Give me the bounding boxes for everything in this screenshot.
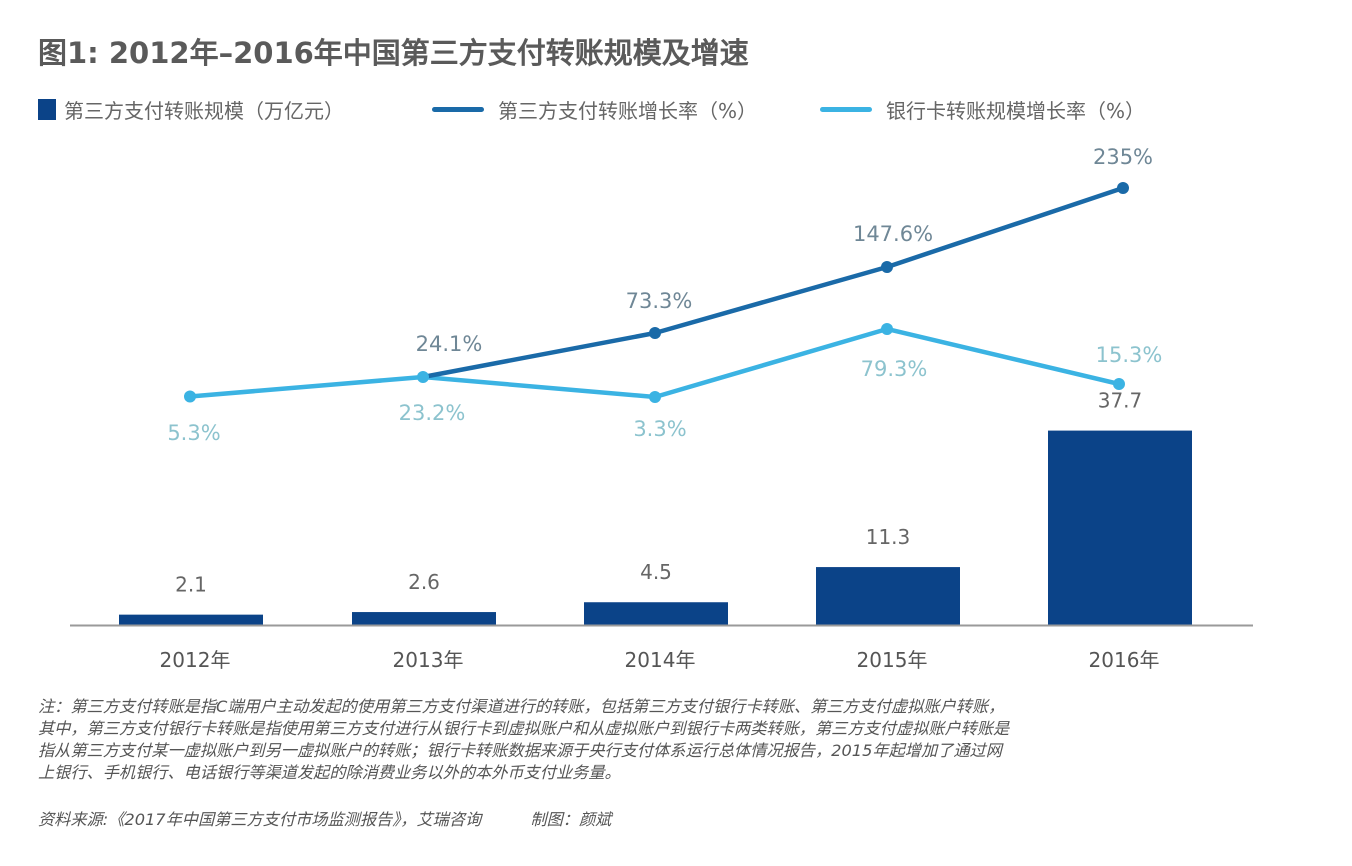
x-tick-label: 2012年 xyxy=(160,648,231,672)
bank-card-growth-label: 79.3% xyxy=(861,357,928,381)
bar-value-label: 2.6 xyxy=(408,570,440,594)
legend-label: 第三方支付转账增长率（%） xyxy=(498,98,758,123)
bank-card-growth-point xyxy=(184,390,196,403)
credit-text: 制图：颜斌 xyxy=(530,810,612,829)
legend-line-marker-icon xyxy=(820,106,872,112)
legend-item-transfer-volume: 第三方支付转账规模（万亿元） xyxy=(38,94,344,124)
bar-value-label: 2.1 xyxy=(175,573,207,597)
third-party-growth-point xyxy=(649,327,661,339)
bar-value-label: 4.5 xyxy=(640,560,672,584)
chart-notes: 注：第三方支付转账是指C端用户主动发起的使用第三方支付渠道进行的转账，包括第三方… xyxy=(38,696,1328,784)
third-party-growth-line xyxy=(422,185,1124,380)
bar xyxy=(352,612,496,626)
chart-title: 图1: 2012年–2016年中国第三方支付转账规模及增速 xyxy=(38,36,749,70)
third-party-growth-point xyxy=(881,261,893,273)
bar xyxy=(584,602,728,626)
third-party-growth-label: 24.1% xyxy=(416,332,483,356)
bank-card-growth-label: 15.3% xyxy=(1096,343,1163,367)
bank-card-growth-point xyxy=(649,391,661,403)
x-tick-label: 2014年 xyxy=(625,648,696,672)
bar xyxy=(119,614,263,626)
note-line: 其中，第三方支付银行卡转账是指使用第三方支付进行从银行卡到虚拟账户和从虚拟账户到… xyxy=(38,719,1010,738)
third-party-growth-point xyxy=(1117,182,1129,194)
legend-label: 银行卡转账规模增长率（%） xyxy=(886,98,1146,123)
legend-line-marker-icon xyxy=(432,106,484,112)
bank-card-growth-label: 5.3% xyxy=(167,421,220,445)
third-party-growth-label: 147.6% xyxy=(853,222,933,246)
bar xyxy=(816,567,960,626)
note-line: 上银行、手机银行、电话银行等渠道发起的除消费业务以外的本外币支付业务量。 xyxy=(38,763,621,782)
bar xyxy=(1048,430,1192,626)
bank-card-growth-point xyxy=(1113,378,1125,390)
legend-square-marker-icon xyxy=(38,98,56,120)
bank-card-growth-line xyxy=(189,326,1120,400)
x-tick-label: 2016年 xyxy=(1089,648,1160,672)
source-line: 资料来源:《2017年中国第三方支付市场监测报告》，艾瑞咨询 制图：颜斌 xyxy=(38,806,611,830)
x-tick-label: 2013年 xyxy=(393,648,464,672)
legend-item-third-party-growth: 第三方支付转账增长率（%） xyxy=(432,94,757,124)
bar-value-label: 11.3 xyxy=(866,525,911,549)
third-party-growth-label: 73.3% xyxy=(626,289,693,313)
legend: 第三方支付转账规模（万亿元） 第三方支付转账增长率（%） 银行卡转账规模增长率（… xyxy=(0,94,1352,124)
chart-plot-area: 2.1 2.6 4.5 11.3 37.7 2012年 2013年 2014年 2015年 201… xyxy=(70,145,1253,672)
bank-card-growth-point xyxy=(417,371,429,383)
bank-card-growth-label: 23.2% xyxy=(399,401,466,425)
note-line: 指从第三方支付某一虚拟账户到另一虚拟账户的转账；银行卡转账数据来源于央行支付体系… xyxy=(38,741,1002,760)
legend-label: 第三方支付转账规模（万亿元） xyxy=(64,98,344,123)
legend-item-bank-card-growth: 银行卡转账规模增长率（%） xyxy=(820,94,1145,124)
source-text: 资料来源:《2017年中国第三方支付市场监测报告》，艾瑞咨询 xyxy=(38,810,482,829)
bank-card-growth-point xyxy=(881,323,893,335)
note-line: 注：第三方支付转账是指C端用户主动发起的使用第三方支付渠道进行的转账，包括第三方… xyxy=(38,697,1005,716)
x-tick-label: 2015年 xyxy=(857,648,928,672)
bar-value-label: 37.7 xyxy=(1098,389,1143,413)
bank-card-growth-label: 3.3% xyxy=(633,417,686,441)
third-party-growth-label: 235% xyxy=(1093,145,1153,169)
